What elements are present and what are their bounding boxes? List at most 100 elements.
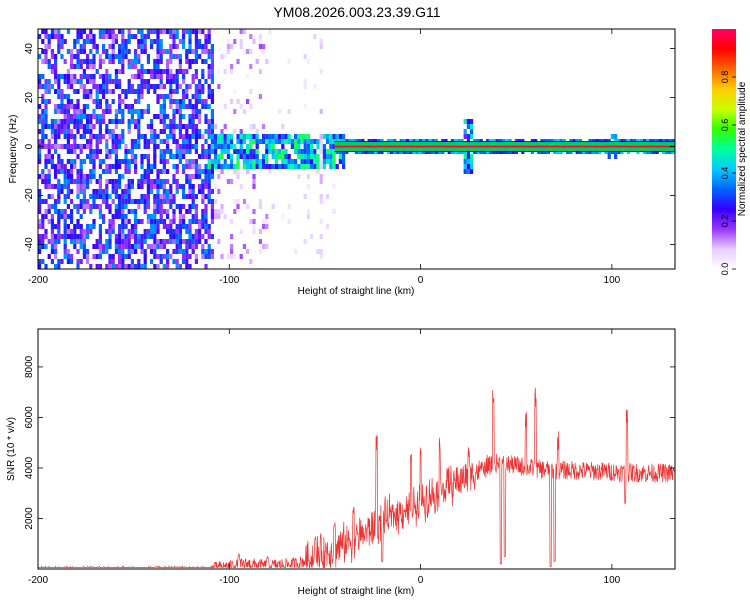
spectrogram-cell [86,154,90,159]
spectrogram-cell [92,109,96,114]
spectrogram-cell [82,114,86,119]
spectrogram-cell [217,164,221,169]
spectrogram-cell [108,134,112,139]
spectrogram-cell [278,109,282,114]
spectrogram-cell [57,74,61,79]
spectrogram-cell [185,159,189,164]
spectrogram-cell [98,229,102,234]
spectrogram-cell [54,264,58,269]
spectrogram-cell [182,169,186,174]
spectrogram-cell [86,204,90,209]
x-tick-label: 0 [418,275,424,286]
spectrogram-cell [137,89,141,94]
spectrogram-cell [82,194,86,199]
spectrogram-cell [95,119,99,124]
spectrogram-cell [175,54,179,59]
spectrogram-cell [194,219,198,224]
spectrogram-cell [105,54,109,59]
spectrogram-cell [290,159,294,164]
spectrogram-cell [134,159,138,164]
spectrogram-cell [130,59,134,64]
spectrogram-cell [287,59,291,64]
spectrogram-cell [121,214,125,219]
spectrogram-cell [194,214,198,219]
spectrogram-cell [140,184,144,189]
spectrogram-cell [82,84,86,89]
spectrogram-cell [159,199,163,204]
spectrogram-cell [210,204,214,209]
spectrogram-cell [207,144,211,149]
spectrogram-cell [198,129,202,134]
spectrogram-cell [134,59,138,64]
spectrogram-cell [47,59,51,64]
spectrogram-cell [70,229,74,234]
spectrogram-cell [60,44,64,49]
spectrogram-cell [57,179,61,184]
spectrogram-cell [239,229,243,234]
spectrogram-cell [159,209,163,214]
spectrogram-cell [54,199,58,204]
spectrogram-cell [188,29,192,34]
spectrogram-cell [175,249,179,254]
spectrogram-cell [194,164,198,169]
spectrogram-cell [130,264,134,269]
spectrogram-cell [191,219,195,224]
spectrogram-cell [102,199,106,204]
spectrogram-cell [137,134,141,139]
spectrogram-cell [303,54,307,59]
spectrogram-cell [130,89,134,94]
spectrogram-cell [217,154,221,159]
spectrogram-cell [86,229,90,234]
spectrogram-cell [108,259,112,264]
spectrogram-cell [159,94,163,99]
spectrogram-cell [230,144,234,149]
spectrogram-cell [185,129,189,134]
spectrogram-cell [204,249,208,254]
spectrogram-cell [178,109,182,114]
spectrogram-cell [252,149,256,154]
spectrogram-cell [137,129,141,134]
spectrogram-cell [124,224,128,229]
spectrogram-cell [182,184,186,189]
spectrogram-cell [201,134,205,139]
spectrogram-cell [207,74,211,79]
spectrogram-cell [111,184,115,189]
spectrogram-cell [614,134,618,139]
spectrogram-cell [111,149,115,154]
spectrogram-cell [134,34,138,39]
spectrogram-cell [105,99,109,104]
spectrogram-cell [63,194,67,199]
spectrogram-cell [198,174,202,179]
spectrogram-cell [105,169,109,174]
spectrogram-cell [63,129,67,134]
spectrogram-cell [92,64,96,69]
spectrogram-cell [105,199,109,204]
spectrogram-cell [47,99,51,104]
spectrogram-cell [121,264,125,269]
spectrogram-cell [95,134,99,139]
spectrogram-cell [188,204,192,209]
spectrogram-cell [95,154,99,159]
spectrogram-cell [121,59,125,64]
spectrogram-cell [470,134,474,139]
spectrogram-cell [134,124,138,129]
spectrogram-cell [319,199,323,204]
spectrogram-cell [191,94,195,99]
colorbar-scale [712,29,736,269]
spectrogram-cell [300,139,304,144]
spectrogram-cell [70,104,74,109]
spectrogram-cell [194,259,198,264]
spectrogram-cell [262,219,266,224]
spectrogram-cell [271,204,275,209]
spectrogram-cell [463,154,467,159]
spectrogram-cell [111,129,115,134]
y-tick-label: 40 [24,43,35,55]
spectrogram-cell [82,204,86,209]
spectrogram-cell [73,44,77,49]
spectrogram-cell [102,29,106,34]
spectrogram-cell [89,119,93,124]
spectrogram-cell [188,224,192,229]
spectrogram-cell [185,249,189,254]
spectrogram-cell [153,229,157,234]
